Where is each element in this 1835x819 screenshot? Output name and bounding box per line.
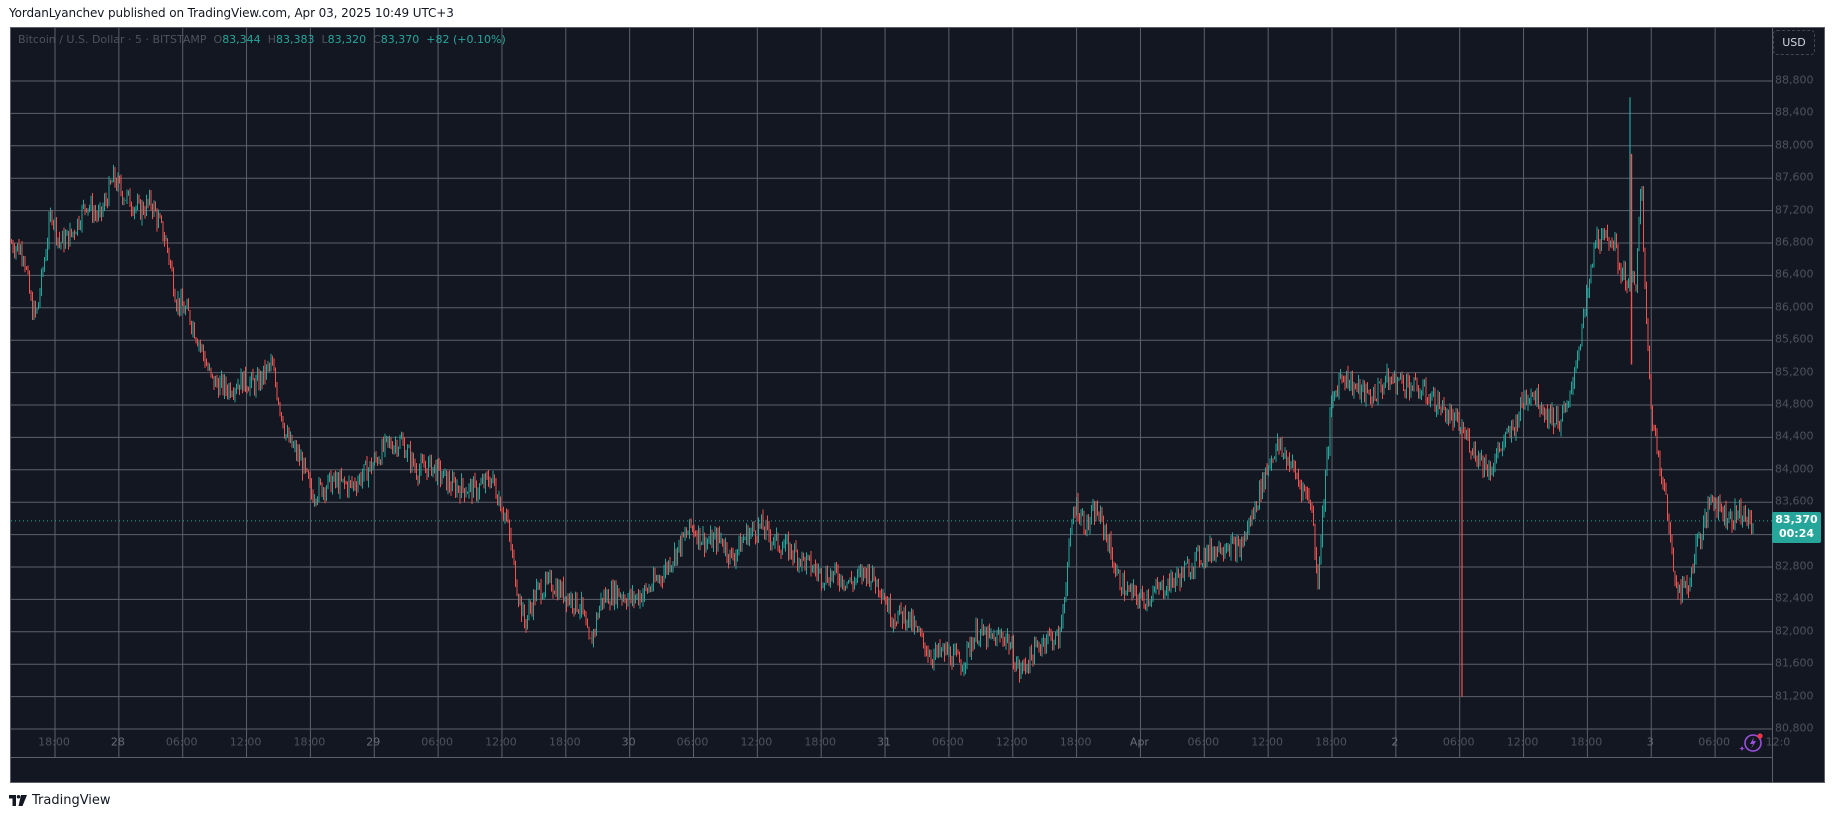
change-value: +82	[426, 33, 450, 46]
time-tick: 06:00	[1442, 735, 1475, 749]
open-label: O	[213, 33, 223, 46]
candlestick-plot[interactable]	[11, 28, 1772, 757]
time-tick: 18:00	[804, 735, 837, 749]
last-price-value: 83,370	[1775, 513, 1818, 526]
time-tick: 18:00	[548, 735, 581, 749]
chart-pane[interactable]: Bitcoin / U.S. Dollar · 5 · BITSTAMP O83…	[10, 27, 1825, 783]
low-label: L	[321, 33, 328, 46]
time-tick: 29	[366, 735, 381, 749]
time-tick: 18:00	[38, 735, 70, 749]
time-tick: 06:00	[165, 735, 198, 749]
time-tick: 06:00	[1698, 735, 1730, 749]
time-tick: 18:00	[1570, 735, 1603, 749]
price-tick: 84,000	[1775, 462, 1814, 476]
time-tick: 06:00	[421, 735, 453, 749]
change-percent: (+0.10%)	[453, 33, 506, 46]
tradingview-brand: TradingView	[32, 793, 111, 808]
price-tick: 81,600	[1775, 656, 1814, 670]
open-value: 83,344	[222, 33, 261, 46]
time-tick: 18:00	[1059, 735, 1092, 749]
high-label: H	[267, 33, 276, 46]
time-tick: 12:00	[485, 735, 517, 749]
time-tick: 12:00	[995, 735, 1028, 749]
price-tick: 88,000	[1775, 138, 1814, 152]
price-tick: 84,400	[1775, 429, 1814, 443]
price-tick: 87,600	[1775, 170, 1814, 184]
time-tick: 06:00	[1187, 735, 1220, 749]
tradingview-logo[interactable]: TradingView	[9, 793, 111, 808]
price-tick: 85,600	[1775, 332, 1814, 346]
plot-area[interactable]	[11, 28, 1772, 757]
currency-button[interactable]: USD	[1773, 30, 1815, 55]
price-tick: 88,400	[1775, 105, 1814, 119]
time-tick: 06:00	[676, 735, 709, 749]
price-tick: 82,800	[1775, 559, 1814, 573]
close-value: 83,370	[380, 33, 420, 46]
last-price-label: 83,370 00:24	[1772, 512, 1821, 543]
price-tick: 82,400	[1775, 591, 1814, 605]
price-tick: 82,000	[1775, 624, 1814, 638]
time-tick: 18:00	[293, 735, 326, 749]
price-tick: 86,800	[1775, 235, 1814, 249]
bar-countdown: 00:24	[1778, 527, 1814, 540]
high-value: 83,383	[275, 33, 315, 46]
time-tick: 12:00	[1506, 735, 1539, 749]
close-label: C	[373, 33, 381, 46]
time-tick: 12:00	[740, 735, 773, 749]
time-tick: 31	[877, 735, 892, 749]
price-tick: 86,400	[1775, 267, 1814, 281]
time-tick: Apr	[1129, 735, 1149, 749]
time-tick: 06:00	[932, 735, 964, 749]
price-tick: 83,600	[1775, 494, 1814, 508]
lightning-icon[interactable]	[1738, 730, 1766, 756]
price-tick: 85,200	[1775, 365, 1814, 379]
symbol-description: Bitcoin / U.S. Dollar · 5 · BITSTAMP	[18, 33, 207, 46]
price-scale[interactable]	[1772, 28, 1824, 782]
time-tick: 28	[110, 735, 125, 749]
price-tick: 87,200	[1775, 203, 1814, 217]
symbol-legend: Bitcoin / U.S. Dollar · 5 · BITSTAMP O83…	[18, 33, 506, 46]
time-tick: 12:00	[1251, 735, 1283, 749]
low-value: 83,320	[327, 33, 367, 46]
publish-info: YordanLyanchev published on TradingView.…	[9, 6, 454, 20]
price-tick: 86,000	[1775, 300, 1814, 314]
price-tick: 84,800	[1775, 397, 1814, 411]
time-scale[interactable]	[11, 757, 1772, 782]
time-tick: 18:00	[1315, 735, 1347, 749]
price-tick: 81,200	[1775, 689, 1814, 703]
time-tick: 3	[1646, 735, 1654, 749]
tradingview-logo-icon	[9, 795, 27, 806]
time-tick: 2	[1391, 735, 1399, 749]
time-tick: 12:00	[229, 735, 262, 749]
time-tick: 30	[621, 735, 636, 749]
price-tick: 80,800	[1775, 721, 1814, 735]
price-tick: 88,800	[1775, 73, 1814, 87]
time-tick: 12:0	[1765, 735, 1791, 749]
